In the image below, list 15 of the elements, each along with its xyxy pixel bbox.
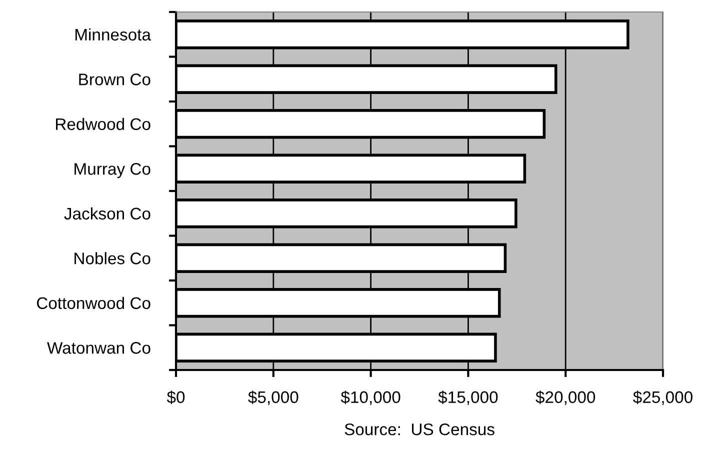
x-tick-label: $25,000 (633, 390, 692, 406)
y-tick-label: Jackson Co (64, 207, 150, 220)
y-tick-label: Redwood Co (56, 118, 150, 130)
y-tick-label: Cottonwood Co (36, 296, 150, 310)
x-tick-label: $10,000 (340, 390, 400, 406)
y-tick-label: Murray Co (74, 163, 150, 178)
x-tick-label: $5,000 (248, 390, 298, 406)
x-axis-title: Source: US Census (344, 423, 494, 436)
x-tick-label: $20,000 (536, 390, 596, 406)
y-tick-label: Watonwan Co (47, 342, 150, 354)
y-tick-label: Nobles Co (74, 252, 150, 264)
y-tick-label: Minnesota (75, 28, 152, 41)
y-tick-label: Brown Co (79, 74, 150, 86)
x-tick-label: $15,000 (438, 390, 498, 406)
x-tick-label: $0 (166, 390, 185, 404)
